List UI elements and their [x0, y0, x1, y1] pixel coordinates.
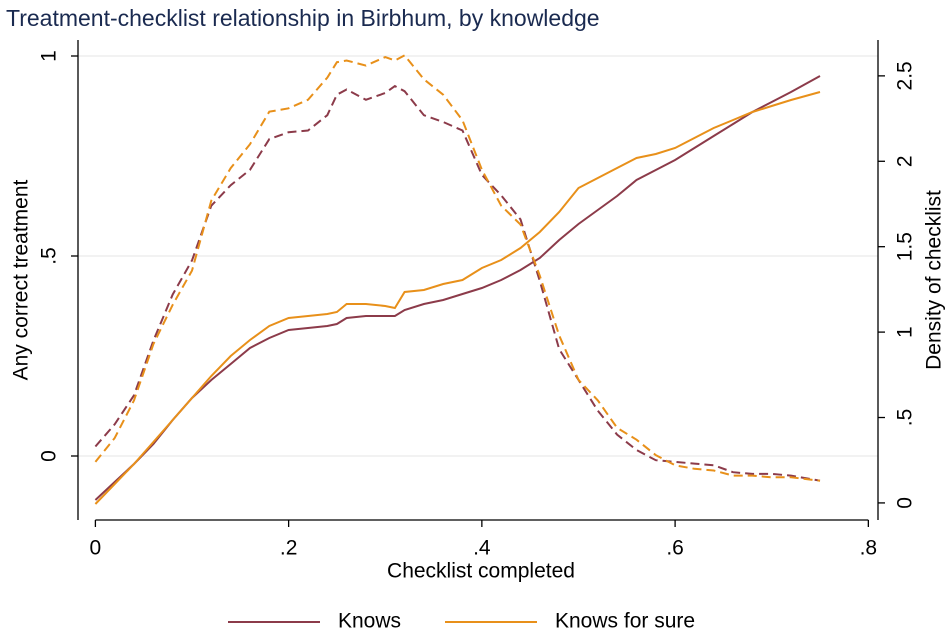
line	[94, 75, 821, 501]
y2-tick-label: 1	[894, 326, 917, 338]
x-tick-label: .2	[280, 537, 298, 560]
x-axis-label: Checklist completed	[387, 560, 575, 583]
density-line	[94, 84, 821, 482]
density-line	[94, 54, 821, 482]
x-tick-label: .4	[473, 537, 491, 560]
y-tick-label: 1	[38, 50, 61, 62]
x-tick-label: 0	[90, 537, 102, 560]
y2-tick-label: .5	[894, 409, 917, 427]
chart-title: Treatment-checklist relationship in Birb…	[6, 5, 600, 31]
y2-axis-label: Density of checklist	[923, 190, 946, 370]
y-tick-label: .5	[38, 247, 61, 265]
line	[94, 91, 821, 505]
y2-tick-label: 0	[894, 497, 917, 509]
y-tick-label: 0	[38, 450, 61, 462]
y2-tick-label: 1.5	[894, 232, 917, 261]
x-tick-label: .6	[666, 537, 684, 560]
y-axis-label: Any correct treatment	[10, 179, 33, 380]
y2-tick-label: 2.5	[894, 61, 917, 90]
y2-tick-label: 2	[894, 155, 917, 167]
legend-label: Knows	[338, 610, 401, 633]
legend-label: Knows for sure	[555, 610, 695, 633]
x-tick-label: .8	[860, 537, 878, 560]
